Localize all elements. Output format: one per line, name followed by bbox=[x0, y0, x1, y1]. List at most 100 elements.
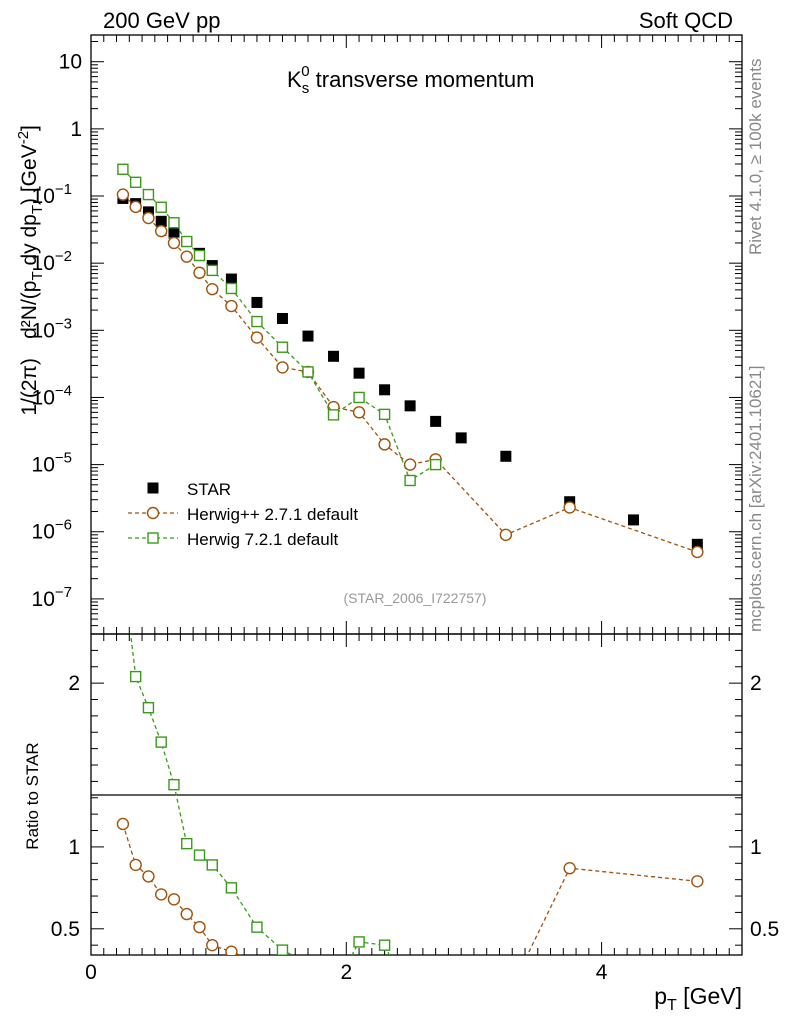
ratio-point-1 bbox=[193, 920, 206, 934]
y-tick-label: 10−5 bbox=[32, 450, 72, 477]
data-point-0 bbox=[168, 226, 180, 238]
y-tick-label: 10−2 bbox=[32, 248, 72, 275]
ratio-line-1 bbox=[122, 823, 698, 955]
data-point-0 bbox=[628, 514, 639, 526]
data-point-0 bbox=[430, 415, 442, 427]
legend-marker bbox=[147, 482, 159, 494]
data-point-1 bbox=[180, 250, 193, 263]
data-point-2 bbox=[129, 176, 142, 189]
ratio-tick-label-right: 0.5 bbox=[750, 918, 779, 941]
ratio-point-2 bbox=[251, 921, 263, 933]
ratio-tick-label-left: 2 bbox=[68, 672, 80, 695]
data-point-1 bbox=[167, 236, 181, 250]
ratio-point-2 bbox=[155, 736, 167, 748]
data-point-2 bbox=[251, 315, 263, 328]
ratio-point-1 bbox=[155, 888, 168, 901]
x-tick-label: 2 bbox=[340, 961, 352, 984]
data-point-2 bbox=[327, 409, 340, 421]
x-axis-ticks: 0 2 4 bbox=[85, 35, 730, 984]
ratio-series-layer bbox=[116, 634, 704, 1005]
ratio-point-1 bbox=[180, 907, 193, 921]
data-point-2 bbox=[181, 235, 193, 248]
y-tick-label: 10−3 bbox=[32, 315, 72, 342]
ratio-point-1 bbox=[142, 870, 155, 883]
ratio-point-2 bbox=[181, 837, 193, 850]
data-point-1 bbox=[206, 282, 219, 296]
data-point-0 bbox=[251, 296, 263, 308]
data-point-0 bbox=[455, 432, 467, 444]
data-point-1 bbox=[378, 438, 391, 451]
ratio-point-2 bbox=[129, 670, 142, 683]
data-point-2 bbox=[168, 217, 180, 229]
ratio-point-1 bbox=[129, 858, 142, 872]
data-point-1 bbox=[250, 331, 264, 344]
data-point-1 bbox=[225, 299, 238, 313]
data-point-1 bbox=[193, 266, 206, 279]
ratio-point-1 bbox=[251, 956, 262, 967]
header-left-label: 200 GeV pp bbox=[103, 8, 220, 33]
data-point-0 bbox=[500, 450, 512, 462]
ratio-tick-label-right: 2 bbox=[750, 672, 762, 695]
ratio-point-2 bbox=[206, 859, 218, 871]
data-point-1 bbox=[499, 528, 513, 542]
ratio-point-2 bbox=[276, 944, 289, 955]
ratio-point-1 bbox=[500, 994, 511, 1005]
analysis-id-label: (STAR_2006_I722757) bbox=[344, 590, 487, 606]
x-tick-label: 4 bbox=[596, 961, 608, 984]
data-point-0 bbox=[155, 215, 167, 227]
y-tick-label: 10−4 bbox=[32, 382, 72, 409]
data-point-2 bbox=[117, 163, 129, 175]
header-right-label: Soft QCD bbox=[639, 8, 733, 33]
data-point-1 bbox=[142, 211, 155, 225]
legend: STAR Herwig++ 2.7.1 default Herwig 7.2.1 d… bbox=[128, 480, 358, 549]
ratio-point-2 bbox=[142, 701, 155, 714]
x-axis-label: pT [GeV] bbox=[654, 983, 742, 1014]
ratio-point-2 bbox=[225, 882, 238, 894]
data-point-2 bbox=[225, 282, 238, 295]
data-point-1 bbox=[155, 224, 168, 238]
data-point-0 bbox=[302, 330, 314, 342]
series-line-2 bbox=[122, 168, 436, 482]
ratio-point-2 bbox=[193, 849, 206, 861]
ratio-axis-ticks: 0.5 0.5 1 1 2 2 bbox=[51, 649, 779, 946]
ratio-point-1 bbox=[691, 875, 704, 888]
data-point-1 bbox=[691, 545, 704, 559]
ratio-point-2 bbox=[405, 993, 415, 1003]
legend-marker bbox=[146, 506, 160, 520]
y-tick-label: 10−1 bbox=[32, 181, 72, 208]
svg-text:1/(2π): 1/(2π) bbox=[18, 358, 41, 416]
y-tick-label: 10−6 bbox=[32, 517, 72, 544]
ratio-point-2 bbox=[353, 936, 365, 948]
y-tick-label: 10−7 bbox=[32, 584, 72, 611]
legend-label: STAR bbox=[187, 480, 231, 499]
legend-label: Herwig 7.2.1 default bbox=[187, 530, 338, 549]
data-point-2 bbox=[353, 391, 365, 404]
ratio-point-1 bbox=[405, 984, 416, 995]
ratio-point-1 bbox=[225, 945, 238, 955]
data-point-0 bbox=[379, 384, 391, 396]
ratio-point-1 bbox=[303, 958, 314, 969]
main-series-layer bbox=[116, 163, 704, 559]
data-point-2 bbox=[193, 249, 206, 262]
data-point-2 bbox=[302, 366, 314, 378]
ratio-point-2 bbox=[378, 939, 391, 951]
main-axis-ticks: 10 1 10−1 10−2 10−3 10−4 10−5 10−6 10−7 bbox=[32, 41, 742, 635]
data-point-0 bbox=[404, 400, 416, 412]
ratio-point-2 bbox=[431, 968, 441, 978]
legend-label: Herwig++ 2.7.1 default bbox=[187, 505, 358, 524]
y-tick-label: 10 bbox=[59, 51, 82, 74]
data-point-1 bbox=[276, 361, 289, 374]
legend-marker bbox=[147, 532, 159, 544]
data-point-1 bbox=[116, 188, 130, 201]
ratio-point-2 bbox=[303, 958, 313, 968]
x-tick-label: 0 bbox=[85, 961, 97, 984]
ratio-point-1 bbox=[206, 938, 219, 952]
ratio-point-1 bbox=[328, 976, 339, 987]
ratio-point-2 bbox=[168, 778, 180, 791]
data-point-0 bbox=[225, 273, 237, 285]
ratio-point-1 bbox=[379, 981, 390, 992]
mcplots-label: mcplots.cern.ch [arXiv:2401.10621] bbox=[746, 366, 765, 632]
ratio-y-axis-label: Ratio to STAR bbox=[23, 742, 42, 849]
y-tick-label: 1 bbox=[70, 118, 82, 141]
data-point-1 bbox=[403, 458, 417, 471]
